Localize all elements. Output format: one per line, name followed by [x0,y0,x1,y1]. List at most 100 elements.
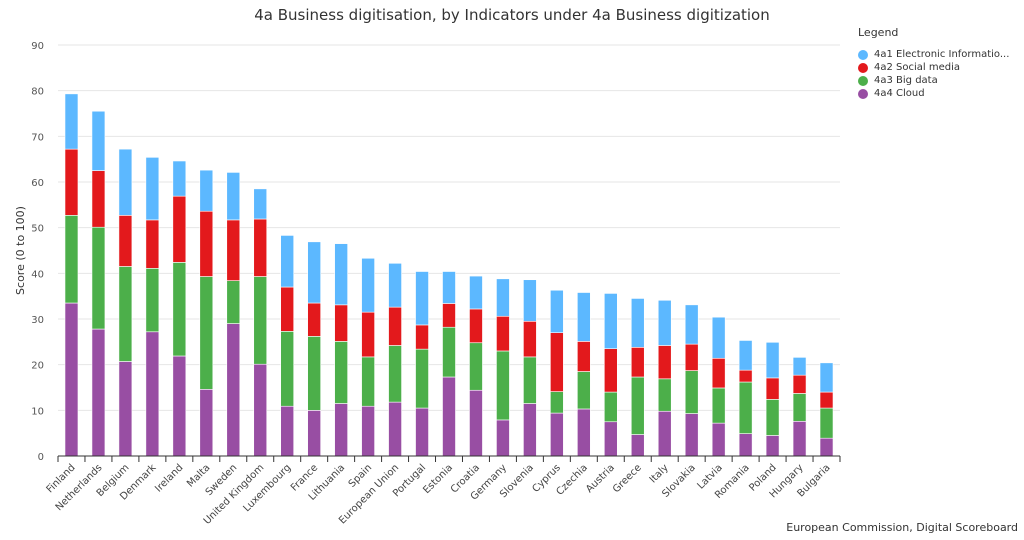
bar-segment [145,268,160,333]
bar-segment [711,387,726,424]
bar-segment [684,343,699,371]
y-tick-label: 0 [38,452,44,463]
bar-segment [64,93,79,150]
bar-segment [253,188,268,220]
bar-segment [415,348,429,409]
legend-item-4a1[interactable]: 4a1 Electronic Informatio... [858,48,1009,61]
legend-title: Legend [858,26,899,39]
bar-segment [91,170,106,228]
bar-segment [415,324,429,350]
x-tick-label: Luxembourg [241,462,293,514]
bar-segment [145,219,160,269]
bar-segment [253,276,268,365]
bar-segment [523,403,537,457]
bar-segment [792,357,807,376]
bar-segment [550,412,564,457]
bar-segment [334,304,348,342]
bar-segment [684,413,699,457]
bar-segment [145,331,160,457]
bar-segment [91,110,106,171]
bar-segment [630,434,645,457]
legend-item-4a4[interactable]: 4a4 Cloud [858,87,1009,100]
y-tick-label: 90 [31,41,44,52]
y-tick-label: 70 [31,132,44,143]
bar-segment [442,271,456,304]
bar-segment [307,410,321,457]
bar-segment [711,357,726,389]
bar-segment [684,370,699,414]
bar-segment [469,342,483,391]
bar-segment [469,308,483,344]
bar-segment [819,362,834,393]
x-tick-label: Italy [648,462,671,485]
bar-segment [307,241,321,304]
bar-segment [253,218,268,277]
bar-segment [199,389,214,457]
bar-segment [577,408,591,457]
bar-segment [469,275,483,310]
bar-segment [226,172,241,221]
bar-segment [630,347,645,378]
legend-item-4a3[interactable]: 4a3 Big data [858,74,1009,87]
y-tick-label: 20 [31,361,44,372]
bar-segment [118,215,133,267]
y-axis-title: Score (0 to 100) [14,206,27,295]
bar-segment [738,340,753,371]
bar-segment [64,302,79,457]
bar-segment [361,311,375,358]
bar-segment [657,378,672,412]
legend-label: 4a3 Big data [874,75,938,86]
bar-segment [118,266,133,362]
bar-segment [199,276,214,390]
bar-segment [738,369,753,383]
bar-segment [819,391,834,409]
bar-segment [496,350,510,421]
bar-segment [550,289,564,334]
bar-segment [657,345,672,380]
bar-segment [442,303,456,328]
legend-marker [858,88,868,99]
bar-segment [226,323,241,457]
bar-segment [469,389,483,457]
bar-segment [738,381,753,434]
credit-link[interactable]: European Commission, Digital Scoreboard [786,521,1018,534]
bar-segment [603,391,618,423]
bar-segment [118,148,133,216]
bar-segment [496,315,510,352]
bar-segment [91,328,106,457]
bar-segment [415,271,429,326]
y-tick-label: 30 [31,315,44,326]
bar-segment [577,341,591,372]
bar-segment [280,405,295,457]
bar-segment [361,356,375,407]
y-tick-label: 80 [31,87,44,98]
bar-segment [91,226,106,330]
y-tick-label: 10 [31,406,44,417]
bar-segment [765,399,780,436]
bar-segment [226,219,241,281]
bar-segment [64,148,79,216]
bar-segment [64,215,79,304]
bar-segment [361,257,375,313]
bar-segment [118,361,133,457]
bar-segment [388,345,402,403]
bar-segment [630,298,645,348]
bar-segment [523,279,537,322]
bar-segment [819,407,834,439]
bar-segment [819,437,834,457]
legend-label: 4a4 Cloud [874,88,925,99]
bar-segment [792,374,807,394]
bar-segment [361,405,375,457]
bar-segment [226,280,241,324]
legend-item-4a2[interactable]: 4a2 Social media [858,61,1009,74]
bar-segment [792,420,807,457]
bar-segment [334,403,348,457]
bar-segment [603,348,618,393]
bar-segment [765,435,780,457]
bar-segment [388,306,402,346]
bar-segment [199,210,214,277]
bar-segment [711,316,726,359]
bar-segment [172,262,187,357]
bar-segment [280,286,295,332]
